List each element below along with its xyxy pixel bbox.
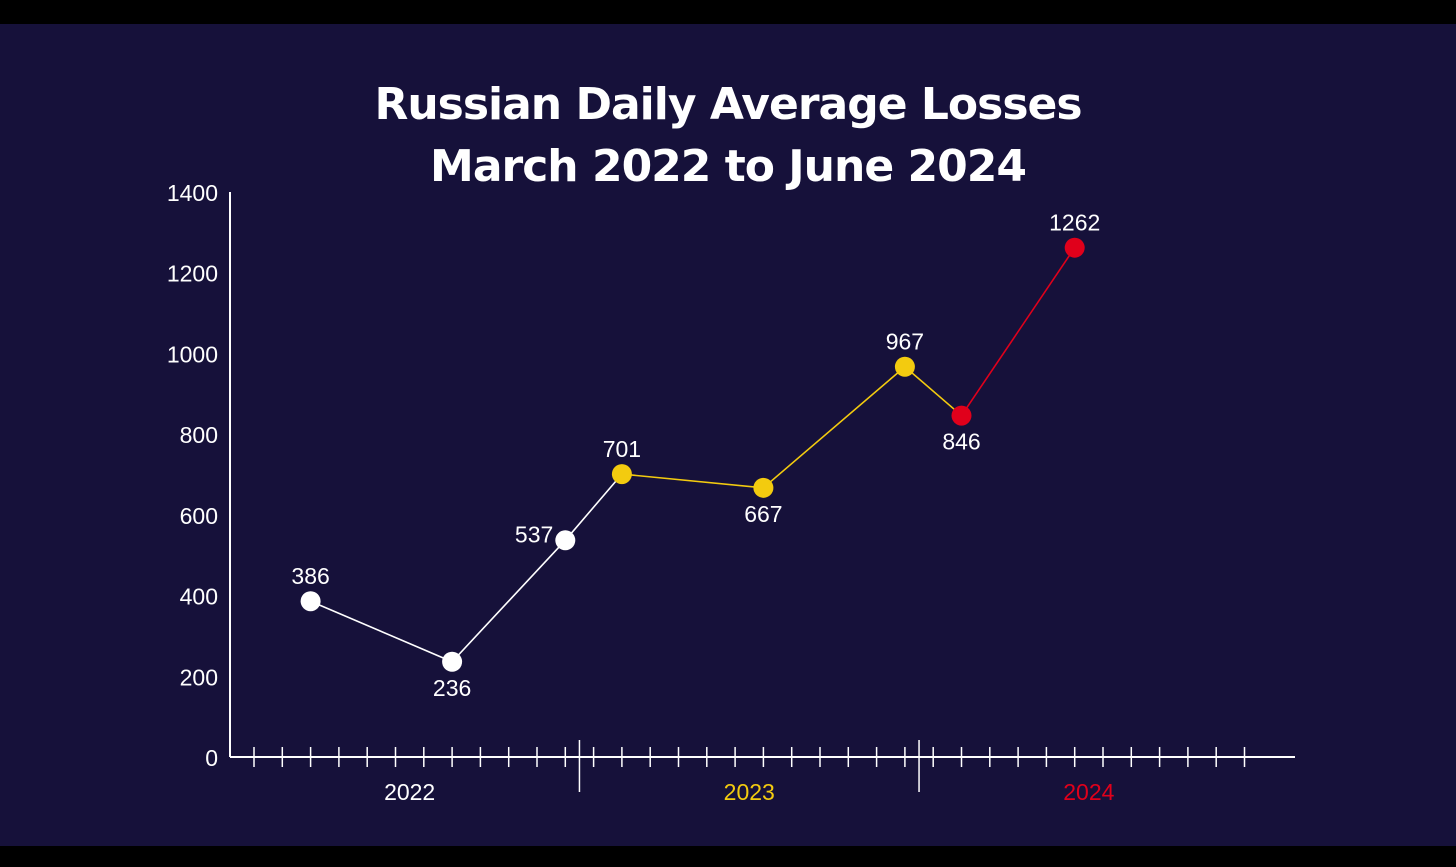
data-point-marker bbox=[442, 651, 463, 672]
data-point-marker bbox=[894, 356, 915, 377]
x-year-label: 2023 bbox=[724, 779, 775, 805]
data-point-marker bbox=[753, 477, 774, 498]
x-year-label: 2022 bbox=[384, 779, 435, 805]
chart-title-line-2: March 2022 to June 2024 bbox=[430, 141, 1027, 192]
data-point-marker bbox=[611, 464, 632, 485]
data-label: 1262 bbox=[1049, 210, 1100, 236]
data-point-marker bbox=[300, 591, 321, 612]
chart-title-line-1: Russian Daily Average Losses bbox=[374, 79, 1082, 130]
series-line bbox=[960, 247, 1076, 417]
data-label: 236 bbox=[433, 675, 471, 701]
series-line bbox=[310, 473, 623, 663]
y-tick-label: 200 bbox=[180, 664, 218, 690]
y-tick-label: 400 bbox=[180, 584, 218, 610]
y-tick-label: 800 bbox=[180, 422, 218, 448]
data-label: 667 bbox=[744, 501, 782, 527]
data-label: 701 bbox=[603, 436, 641, 462]
y-tick-label: 0 bbox=[205, 745, 218, 771]
y-tick-label: 600 bbox=[180, 503, 218, 529]
data-label: 846 bbox=[942, 429, 980, 455]
data-point-marker bbox=[555, 530, 576, 551]
data-label: 967 bbox=[886, 329, 924, 355]
data-label: 537 bbox=[515, 521, 553, 547]
chart-background bbox=[0, 24, 1456, 846]
data-point-marker bbox=[1064, 237, 1085, 258]
y-tick-label: 1000 bbox=[167, 341, 218, 367]
data-label: 386 bbox=[291, 563, 329, 589]
y-tick-label: 1200 bbox=[167, 261, 218, 287]
data-point-marker bbox=[951, 405, 972, 426]
series-line bbox=[621, 365, 963, 489]
x-year-label: 2024 bbox=[1063, 779, 1114, 805]
y-tick-label: 1400 bbox=[167, 180, 218, 206]
